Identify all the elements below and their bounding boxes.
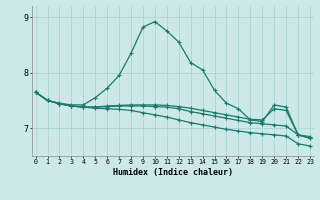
X-axis label: Humidex (Indice chaleur): Humidex (Indice chaleur) xyxy=(113,168,233,177)
